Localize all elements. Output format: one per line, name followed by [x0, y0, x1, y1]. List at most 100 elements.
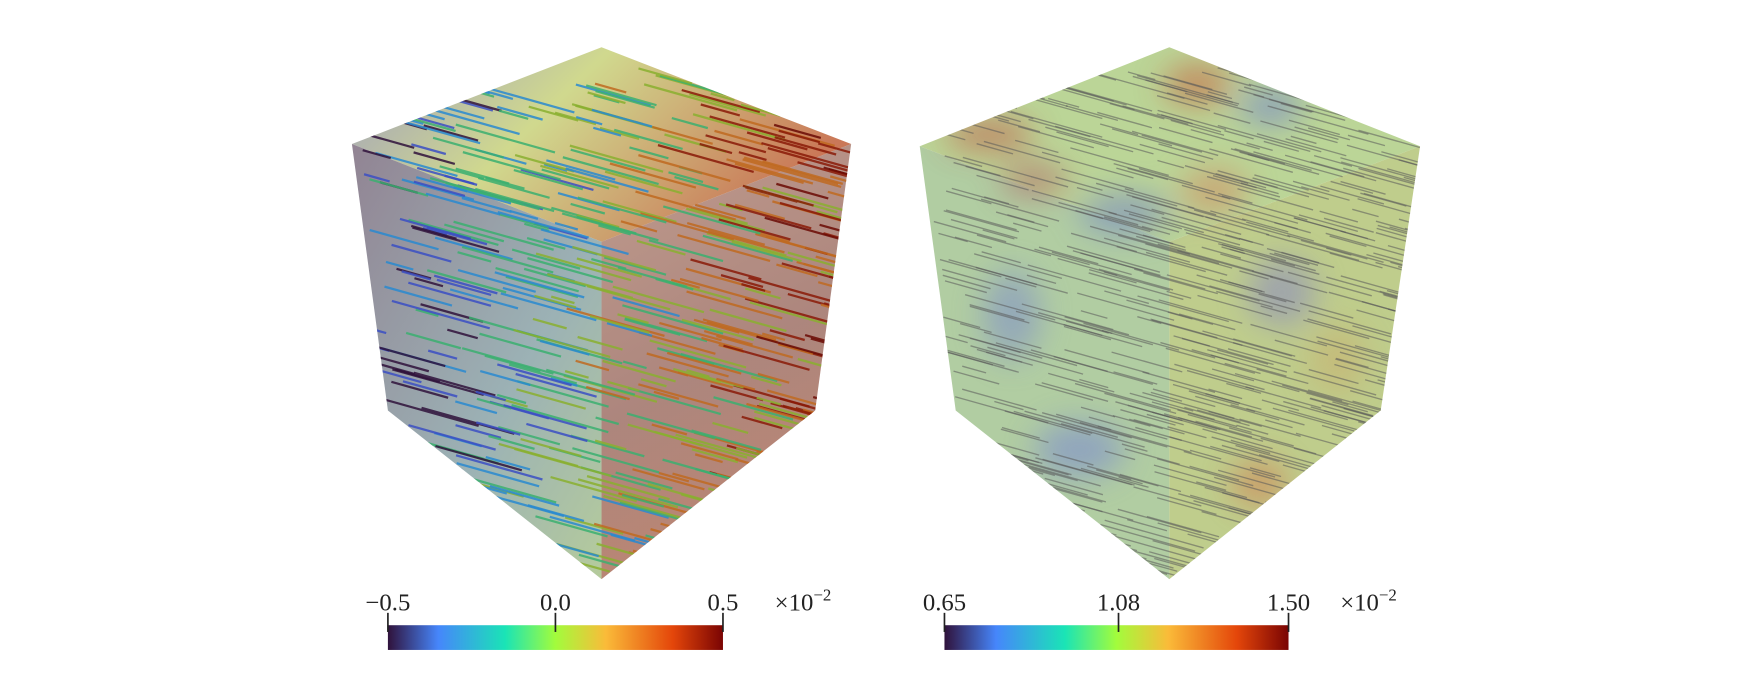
- streak: [970, 345, 1006, 357]
- streak: [1324, 530, 1397, 552]
- streak: [1024, 96, 1103, 120]
- streak: [602, 359, 676, 383]
- streak: [954, 440, 1003, 455]
- streak: [725, 203, 812, 230]
- streak: [1239, 270, 1269, 280]
- streak: [1020, 462, 1101, 487]
- streak: [1299, 531, 1372, 553]
- streak: [1358, 421, 1396, 433]
- streak: [1366, 117, 1395, 126]
- streak: [776, 492, 852, 523]
- streak: [595, 416, 620, 426]
- streak: [1284, 154, 1377, 182]
- streak: [359, 521, 406, 537]
- streak: [366, 474, 462, 504]
- streak: [1216, 290, 1273, 308]
- streak: [984, 499, 1079, 528]
- streak: [1206, 175, 1281, 198]
- streak: [1330, 180, 1374, 194]
- streak: [707, 487, 759, 504]
- streak: [1403, 405, 1421, 421]
- streak: [415, 176, 468, 193]
- streak: [1253, 531, 1334, 555]
- streak: [658, 471, 690, 483]
- streak: [475, 390, 506, 402]
- streak: [741, 555, 813, 578]
- streak: [1065, 105, 1119, 122]
- streak: [455, 454, 543, 481]
- streak: [1057, 87, 1135, 111]
- streak: [1374, 68, 1421, 95]
- streak: [942, 274, 991, 290]
- streak: [981, 251, 1021, 264]
- streak: [1377, 224, 1421, 253]
- streak: [638, 67, 693, 85]
- streak: [587, 91, 626, 105]
- streak: [1070, 147, 1169, 177]
- streak: [826, 486, 852, 496]
- streak: [806, 412, 844, 425]
- streak: [604, 170, 683, 195]
- streak: [562, 156, 659, 186]
- streak: [1274, 339, 1329, 356]
- streak: [937, 348, 1019, 373]
- streak: [691, 448, 739, 464]
- streak: [1299, 302, 1354, 319]
- streak: [1256, 368, 1309, 385]
- streak: [1040, 559, 1102, 578]
- streak: [773, 91, 818, 107]
- streak: [526, 236, 566, 250]
- streak: [716, 377, 756, 391]
- streak: [385, 88, 416, 99]
- streak: [1074, 382, 1171, 412]
- streak: [1051, 251, 1132, 276]
- streak: [591, 108, 653, 128]
- streak: [564, 516, 624, 535]
- streak: [1201, 246, 1242, 259]
- streak: [598, 224, 632, 236]
- streak: [1347, 134, 1386, 147]
- streak: [951, 433, 994, 447]
- streak: [1104, 519, 1204, 549]
- streak: [734, 500, 767, 512]
- streak: [976, 174, 1029, 191]
- streak: [1201, 71, 1252, 87]
- streak: [663, 529, 746, 555]
- streak: [812, 78, 852, 105]
- streak: [706, 232, 787, 257]
- streak: [461, 347, 554, 375]
- streak: [670, 278, 700, 289]
- streak: [1245, 386, 1322, 409]
- streak: [640, 378, 667, 388]
- streak: [790, 515, 843, 533]
- streak: [733, 384, 810, 408]
- streak: [816, 210, 852, 241]
- streak: [1007, 500, 1064, 518]
- streak: [805, 430, 852, 452]
- streak: [1076, 186, 1114, 199]
- streak: [781, 262, 835, 280]
- streak: [546, 159, 616, 181]
- streak: [686, 369, 710, 378]
- streak: [1227, 348, 1291, 367]
- streak: [679, 277, 759, 303]
- streak: [1187, 413, 1252, 434]
- streak: [950, 99, 995, 114]
- streak: [1226, 350, 1274, 366]
- streak: [750, 375, 782, 387]
- streak: [1329, 235, 1367, 248]
- streak: [981, 468, 1024, 482]
- streak: [1307, 318, 1404, 347]
- streak: [1230, 439, 1330, 469]
- streak: [1136, 235, 1187, 251]
- streak: [607, 380, 640, 392]
- streak: [1400, 415, 1421, 431]
- streak: [783, 473, 834, 490]
- streak: [1113, 371, 1158, 385]
- streak: [369, 228, 439, 251]
- streak: [1347, 486, 1402, 504]
- streak: [702, 234, 793, 263]
- streak: [1218, 192, 1253, 204]
- streak: [709, 115, 786, 139]
- streak: [1228, 427, 1294, 447]
